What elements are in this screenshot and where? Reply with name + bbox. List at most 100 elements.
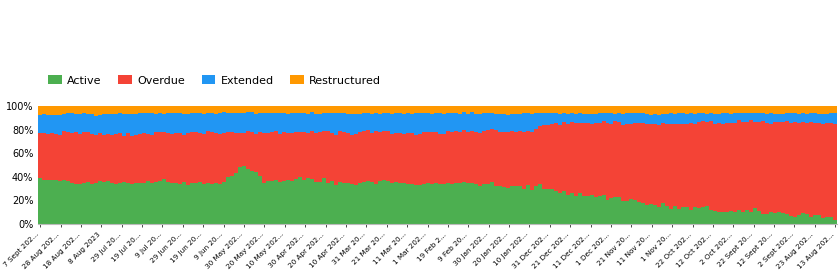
Bar (581, 106, 585, 114)
Bar (306, 178, 310, 224)
Bar (817, 215, 822, 224)
Bar (71, 183, 74, 224)
Bar (474, 114, 478, 132)
Bar (198, 113, 202, 133)
Bar (118, 106, 122, 112)
Bar (118, 133, 122, 183)
Bar (62, 180, 66, 224)
Bar (142, 183, 146, 224)
Bar (817, 114, 822, 123)
Bar (66, 132, 71, 181)
Bar (417, 134, 422, 185)
Bar (374, 184, 378, 224)
Bar (158, 132, 162, 181)
Bar (342, 113, 346, 132)
Bar (318, 114, 322, 132)
Bar (330, 113, 333, 133)
Bar (801, 113, 806, 122)
Bar (833, 124, 837, 220)
Bar (349, 106, 354, 114)
Bar (346, 106, 349, 114)
Bar (542, 113, 545, 125)
Bar (665, 114, 669, 124)
Bar (222, 112, 226, 133)
Bar (685, 106, 690, 114)
Bar (414, 114, 417, 135)
Bar (806, 114, 809, 123)
Bar (87, 114, 90, 132)
Bar (314, 133, 318, 182)
Bar (274, 180, 278, 224)
Bar (606, 123, 610, 200)
Bar (146, 106, 150, 113)
Bar (178, 113, 182, 133)
Bar (822, 124, 825, 218)
Bar (417, 113, 422, 134)
Bar (733, 123, 738, 212)
Bar (358, 114, 362, 132)
Bar (497, 106, 501, 114)
Bar (486, 184, 490, 224)
Bar (365, 130, 370, 181)
Bar (446, 131, 449, 183)
Bar (270, 113, 274, 132)
Bar (545, 189, 549, 224)
Bar (626, 106, 629, 113)
Bar (494, 186, 497, 224)
Bar (62, 114, 66, 131)
Bar (134, 114, 138, 135)
Bar (801, 106, 806, 113)
Bar (470, 106, 474, 112)
Bar (677, 113, 681, 124)
Bar (38, 106, 42, 115)
Bar (654, 205, 658, 224)
Bar (38, 115, 42, 133)
Bar (813, 113, 817, 123)
Bar (626, 124, 629, 201)
Bar (749, 113, 753, 120)
Bar (617, 122, 622, 197)
Bar (454, 113, 458, 131)
Bar (817, 106, 822, 114)
Bar (202, 184, 206, 224)
Bar (462, 112, 465, 130)
Bar (549, 124, 554, 189)
Bar (250, 171, 254, 224)
Bar (706, 114, 709, 122)
Bar (777, 212, 781, 224)
Bar (478, 186, 481, 224)
Bar (709, 106, 713, 113)
Bar (306, 133, 310, 178)
Bar (87, 106, 90, 114)
Bar (658, 115, 661, 125)
Bar (78, 184, 82, 224)
Bar (194, 183, 198, 224)
Bar (685, 114, 690, 124)
Bar (342, 106, 346, 113)
Bar (574, 123, 578, 196)
Bar (558, 125, 562, 193)
Bar (354, 185, 358, 224)
Bar (526, 185, 529, 224)
Bar (813, 106, 817, 113)
Bar (633, 200, 638, 224)
Bar (186, 114, 190, 133)
Bar (606, 113, 610, 123)
Bar (370, 106, 374, 114)
Bar (758, 211, 761, 224)
Bar (262, 113, 266, 133)
Bar (130, 136, 134, 184)
Bar (533, 186, 538, 224)
Bar (729, 211, 733, 224)
Bar (581, 195, 585, 224)
Bar (286, 114, 290, 133)
Bar (542, 189, 545, 224)
Bar (438, 106, 442, 113)
Bar (130, 114, 134, 136)
Bar (822, 114, 825, 124)
Bar (406, 106, 410, 113)
Bar (170, 113, 174, 134)
Bar (158, 106, 162, 113)
Bar (501, 187, 506, 224)
Bar (378, 106, 381, 114)
